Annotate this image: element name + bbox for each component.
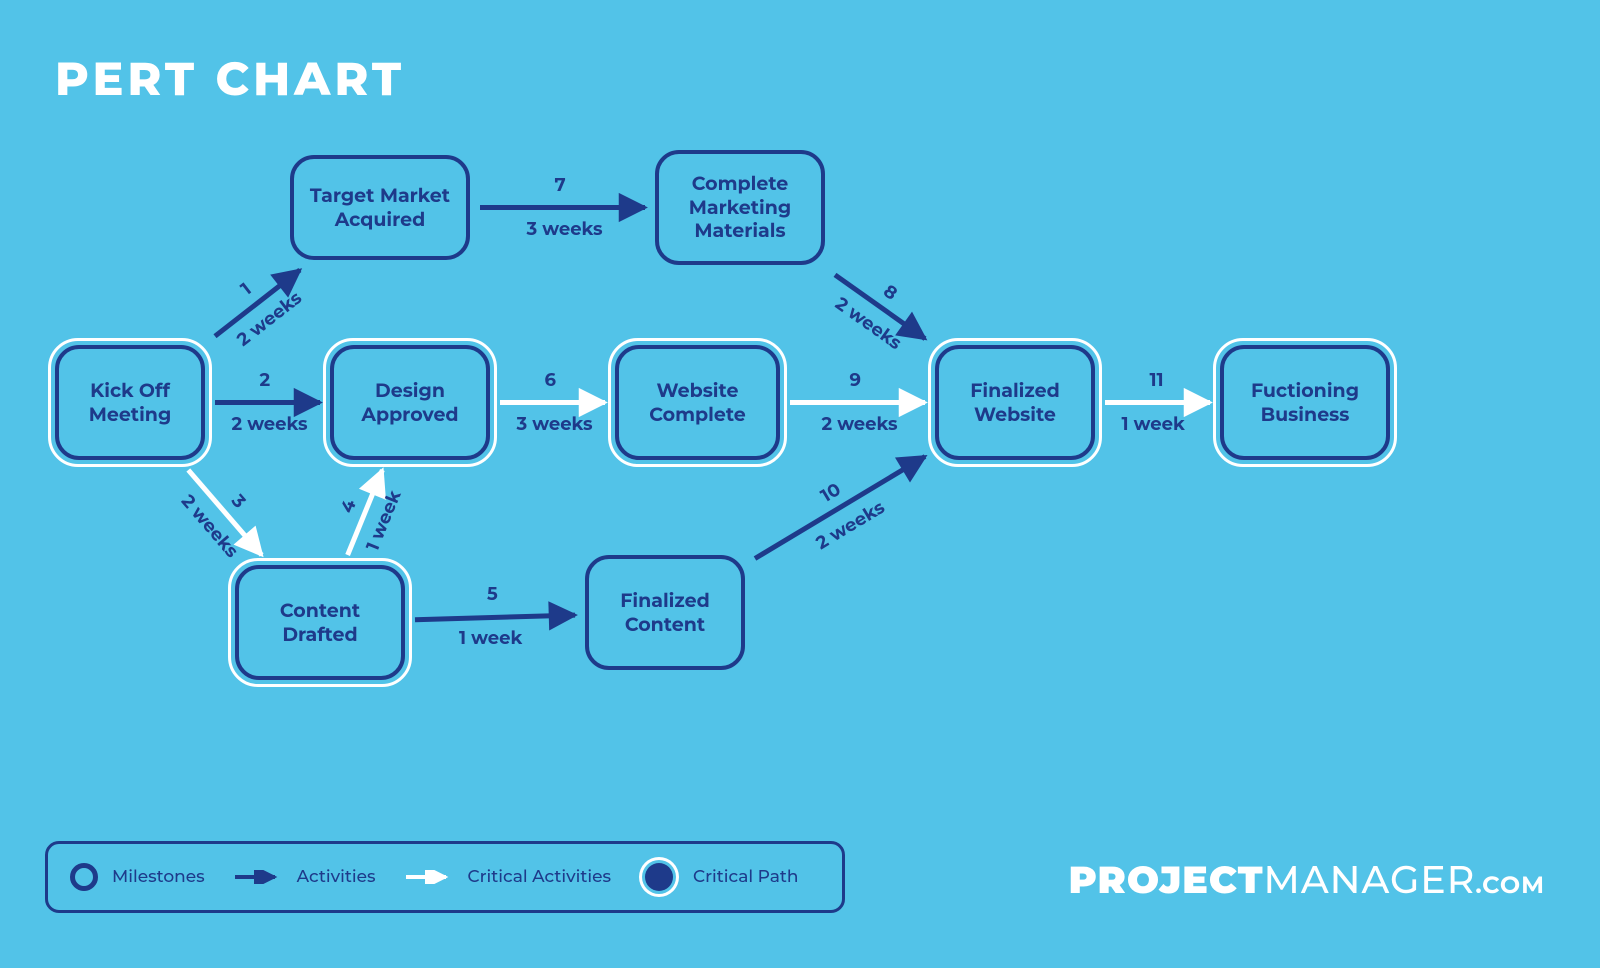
node-design: Design Approved bbox=[330, 345, 490, 460]
brand-suffix: .COM bbox=[1475, 871, 1545, 900]
node-label: Finalized Website bbox=[970, 379, 1059, 427]
node-label: Website Complete bbox=[649, 379, 746, 427]
legend-item-critical-path: Critical Path bbox=[639, 863, 798, 891]
node-kickoff: Kick Off Meeting bbox=[55, 345, 205, 460]
legend-item-activities: Activities bbox=[233, 867, 376, 887]
legend-label: Critical Path bbox=[693, 867, 798, 887]
brand-logo: PROJECTMANAGER.COM bbox=[1069, 856, 1545, 903]
legend-label: Activities bbox=[297, 867, 376, 887]
node-finweb: Finalized Website bbox=[935, 345, 1095, 460]
brand-light: MANAGER bbox=[1264, 856, 1476, 903]
legend-item-milestones: Milestones bbox=[70, 863, 205, 891]
node-label: Fuctioning Business bbox=[1251, 379, 1359, 427]
circle-filled-icon bbox=[645, 863, 673, 891]
node-fincontent: Finalized Content bbox=[585, 555, 745, 670]
node-label: Finalized Content bbox=[620, 589, 709, 637]
node-label: Design Approved bbox=[361, 379, 458, 427]
legend-label: Milestones bbox=[112, 867, 205, 887]
circle-outline-icon bbox=[70, 863, 98, 891]
legend: Milestones Activities Critical Activitie… bbox=[45, 841, 845, 913]
legend-label: Critical Activities bbox=[468, 867, 612, 887]
node-content: Content Drafted bbox=[235, 565, 405, 680]
node-marketing: Complete Marketing Materials bbox=[655, 150, 825, 265]
legend-item-critical-activities: Critical Activities bbox=[404, 867, 612, 887]
node-label: Complete Marketing Materials bbox=[689, 172, 791, 243]
arrow-light-icon bbox=[404, 870, 454, 884]
node-label: Target Market Acquired bbox=[310, 184, 450, 232]
node-target: Target Market Acquired bbox=[290, 155, 470, 260]
arrow-dark-icon bbox=[233, 870, 283, 884]
brand-bold: PROJECT bbox=[1069, 856, 1264, 903]
node-website: Website Complete bbox=[615, 345, 780, 460]
nodes-layer: Kick Off Meeting Target Market Acquired De… bbox=[0, 0, 1600, 968]
node-label: Content Drafted bbox=[280, 599, 360, 647]
node-label: Kick Off Meeting bbox=[89, 379, 172, 427]
node-business: Fuctioning Business bbox=[1220, 345, 1390, 460]
